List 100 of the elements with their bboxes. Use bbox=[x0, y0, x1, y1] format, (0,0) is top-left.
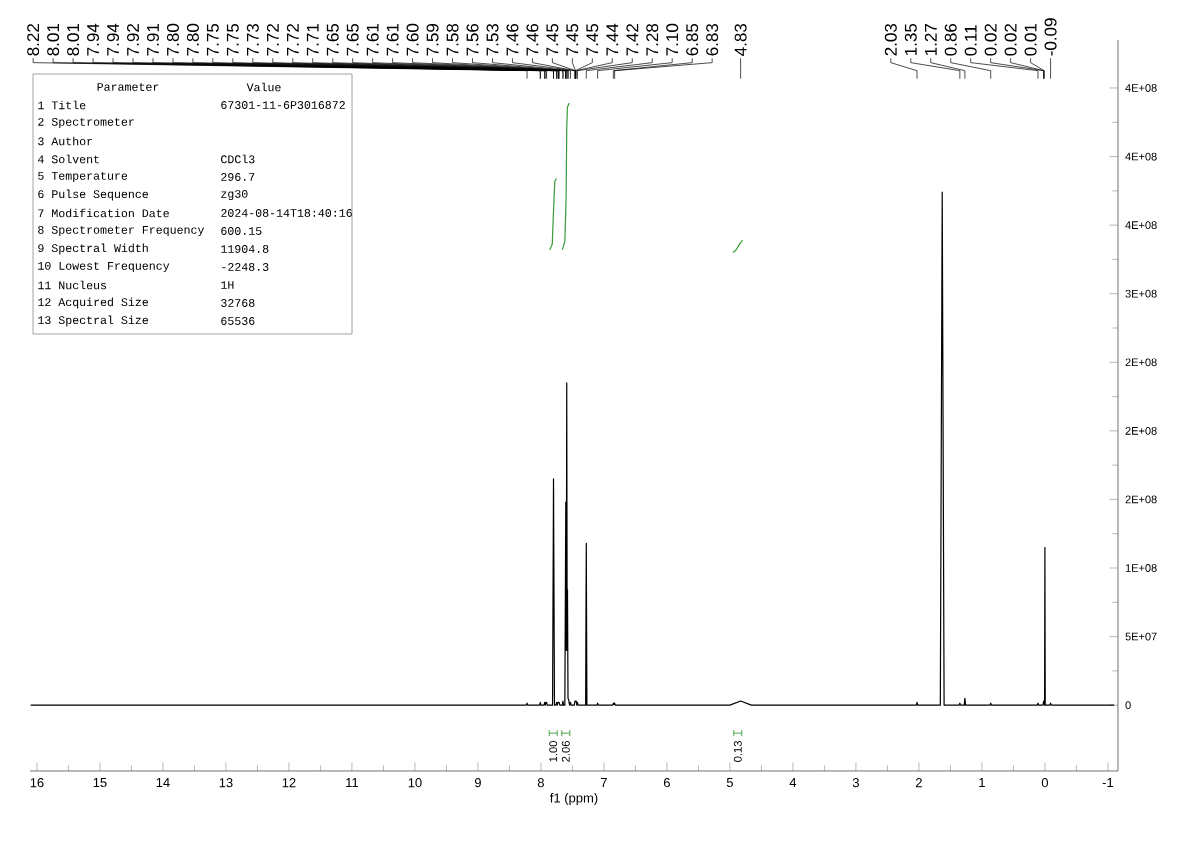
annotation: 7.42 bbox=[626, 24, 639, 56]
annotation: 8.01 bbox=[47, 24, 60, 56]
x-tick-label: 13 bbox=[219, 778, 233, 788]
annotation: 7.91 bbox=[146, 24, 159, 56]
annotation: 7.28 bbox=[646, 23, 659, 56]
annotation: 7.46 bbox=[506, 23, 519, 56]
line-series bbox=[549, 177, 558, 251]
y-tick-label: 1E+08 bbox=[1125, 564, 1157, 572]
annotation: 7.53 bbox=[486, 23, 499, 56]
annotation: 7.58 bbox=[446, 23, 459, 56]
line-series bbox=[561, 102, 570, 251]
x-tick-label: 1 bbox=[979, 778, 985, 787]
annotation: 7.59 bbox=[426, 23, 439, 56]
category-label: 5 Temperature bbox=[38, 171, 128, 183]
annotation: 7.61 bbox=[366, 24, 379, 56]
x-tick-label: -1 bbox=[1102, 778, 1114, 787]
x-tick-label: 2 bbox=[915, 778, 922, 788]
annotation: 7.72 bbox=[266, 24, 279, 56]
category-label: 7 Modification Date bbox=[38, 208, 169, 218]
x-tick-label: 8 bbox=[537, 778, 544, 788]
annotation: 7.45 bbox=[586, 23, 599, 56]
annotation: 1.27 bbox=[924, 24, 937, 55]
category-label: 8 Spectrometer Frequency bbox=[38, 225, 205, 237]
annotation: -0.09 bbox=[1044, 18, 1057, 56]
line-series bbox=[732, 239, 744, 254]
x-tick-label: 3 bbox=[852, 778, 859, 788]
annotation: 7.73 bbox=[246, 23, 259, 56]
annotation: 7.45 bbox=[546, 23, 559, 56]
category-label: 11 Nucleus bbox=[38, 280, 107, 290]
y-tick-label: 4E+08 bbox=[1125, 221, 1157, 230]
annotation: 1.35 bbox=[904, 23, 917, 55]
annotation: 7.94 bbox=[87, 23, 100, 56]
annotation: 7.94 bbox=[107, 23, 120, 56]
y-tick-label: 0 bbox=[1125, 701, 1131, 710]
annotation: 7.92 bbox=[126, 24, 140, 56]
annotation: 7.60 bbox=[406, 23, 419, 56]
annotation: 7.72 bbox=[286, 24, 299, 56]
text: 1H bbox=[221, 281, 234, 289]
y-tick-label: 2E+08 bbox=[1125, 358, 1157, 367]
x-tick-label: 14 bbox=[156, 778, 170, 787]
annotation: 2.03 bbox=[884, 23, 897, 56]
annotation: 8.01 bbox=[67, 24, 80, 56]
annotation: Value bbox=[246, 82, 281, 92]
text: zg30 bbox=[221, 189, 248, 201]
annotation: 0.86 bbox=[944, 23, 957, 56]
x-axis-title: f1 (ppm) bbox=[549, 793, 598, 806]
x-tick-label: 12 bbox=[282, 778, 296, 788]
annotation: 0.01 bbox=[1024, 24, 1037, 56]
text: 67301-11-6P3016872 bbox=[221, 101, 345, 109]
category-label: 6 Pulse Sequence bbox=[38, 189, 149, 201]
annotation: 7.65 bbox=[326, 23, 339, 56]
annotation: 7.10 bbox=[666, 23, 679, 56]
annotation: 0.02 bbox=[1004, 24, 1017, 56]
annotation: Parameter bbox=[97, 83, 159, 91]
y-tick-label: 5E+07 bbox=[1125, 632, 1157, 641]
category-label: 2 Spectrometer bbox=[38, 117, 134, 129]
annotation: 0.02 bbox=[984, 24, 997, 56]
annotation: 7.44 bbox=[606, 23, 619, 56]
category-label: 9 Spectral Width bbox=[38, 243, 148, 255]
category-label: 3 Author bbox=[38, 136, 93, 146]
x-tick-label: 16 bbox=[30, 778, 44, 788]
annotation: 7.61 bbox=[386, 24, 399, 56]
text: 600.15 bbox=[221, 227, 262, 235]
text: 11904.8 bbox=[221, 245, 269, 253]
text: 65536 bbox=[221, 317, 255, 325]
x-tick-label: 9 bbox=[474, 778, 481, 788]
x-tick-label: 5 bbox=[726, 778, 733, 788]
text: CDCl3 bbox=[221, 154, 255, 164]
text: -2248.3 bbox=[222, 263, 269, 271]
annotation: 7.46 bbox=[526, 23, 539, 56]
y-tick-label: 4E+08 bbox=[1125, 84, 1157, 92]
annotation: 7.45 bbox=[566, 23, 579, 56]
y-tick-label: 2E+08 bbox=[1125, 426, 1157, 435]
x-tick-label: 10 bbox=[408, 778, 422, 788]
annotation: 7.71 bbox=[306, 24, 319, 56]
x-tick-label: 7 bbox=[600, 778, 607, 787]
annotation: 0.11 bbox=[964, 25, 977, 56]
y-tick-label: 3E+08 bbox=[1125, 289, 1157, 298]
annotation: 7.65 bbox=[346, 23, 359, 56]
category-label: 4 Solvent bbox=[38, 154, 99, 164]
x-tick-label: 4 bbox=[789, 778, 797, 787]
x-tick-label: 6 bbox=[663, 778, 670, 788]
annotation: 2.06 bbox=[561, 741, 570, 762]
x-tick-label: 15 bbox=[93, 778, 107, 788]
annotation: 7.75 bbox=[226, 23, 239, 56]
category-label: 1 Title bbox=[38, 100, 86, 110]
annotation: 0.13 bbox=[733, 741, 742, 762]
text: 32768 bbox=[221, 299, 255, 307]
annotation: 7.56 bbox=[466, 23, 479, 56]
y-tick-label: 2E+08 bbox=[1125, 495, 1157, 504]
annotation: 6.85 bbox=[686, 23, 699, 56]
annotation: 8.22 bbox=[27, 24, 40, 56]
text: 2024-08-14T18:40:16 bbox=[221, 209, 352, 217]
category-label: 10 Lowest Frequency bbox=[38, 261, 170, 273]
x-tick-label: 11 bbox=[346, 778, 359, 787]
annotation: 4.83 bbox=[734, 23, 747, 56]
annotation: 7.75 bbox=[206, 23, 219, 56]
x-tick-label: 0 bbox=[1041, 778, 1048, 788]
annotation: 1.00 bbox=[549, 740, 558, 762]
annotation: 6.83 bbox=[706, 23, 719, 56]
